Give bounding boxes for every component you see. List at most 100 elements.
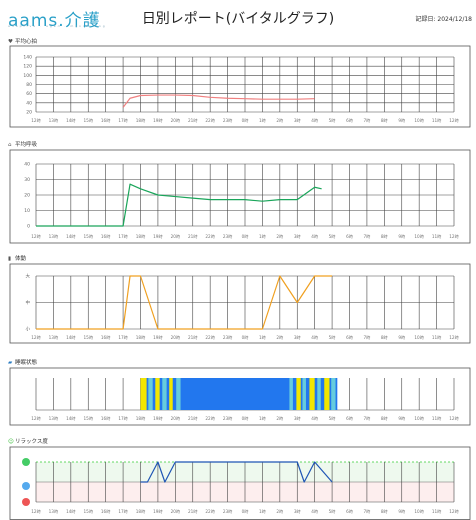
lungs-icon: ⌂ — [8, 142, 12, 148]
heart-y-tick: 100 — [23, 73, 32, 79]
sleep-x-tick: 2時 — [276, 416, 284, 421]
heart-x-tick: 19時 — [153, 118, 163, 123]
heart-x-tick: 21時 — [188, 118, 198, 123]
sleep-section-title: ▰ 睡眠状態 — [8, 360, 38, 366]
sleep-awake-stripe — [140, 378, 147, 410]
heart-x-tick: 6時 — [346, 118, 354, 123]
relax-normal-face-icon — [22, 482, 30, 490]
heart-y-tick: 40 — [26, 100, 32, 106]
sleep-awake-stripe — [296, 378, 301, 410]
sleep-x-tick: 1時 — [259, 416, 267, 421]
resp-x-tick: 12時 — [31, 234, 41, 239]
relax-x-tick: 21時 — [188, 509, 198, 514]
relax-x-tick: 7時 — [363, 509, 371, 514]
heart-x-tick: 0時 — [242, 118, 250, 123]
sleep-x-tick: 18時 — [136, 416, 146, 421]
heart-section-title: ♥ 平均心拍 — [8, 39, 38, 45]
relax-x-tick: 5時 — [329, 509, 337, 514]
move-y-tick: 大 — [26, 273, 31, 280]
move-x-tick: 2時 — [276, 335, 284, 340]
move-x-tick: 23時 — [223, 335, 233, 340]
move-x-tick: 19時 — [153, 335, 163, 340]
relax-x-tick: 8時 — [381, 509, 389, 514]
move-x-tick: 3時 — [294, 335, 302, 340]
resp-x-tick: 17時 — [118, 234, 128, 239]
resp-x-tick: 11時 — [432, 234, 442, 239]
report-header: aams.介護 adaptive · aged · monitoring 日別レ… — [0, 0, 476, 34]
record-date: 記録日: 2024/12/18 — [415, 16, 472, 23]
relax-x-tick: 22時 — [205, 509, 215, 514]
sleep-x-tick: 16時 — [101, 416, 111, 421]
move-x-tick: 8時 — [381, 335, 389, 340]
relax-x-tick: 14時 — [66, 509, 76, 514]
respiration-line — [36, 183, 322, 227]
resp-x-tick: 7時 — [363, 234, 371, 239]
heart-x-tick: 1時 — [259, 118, 267, 123]
heart-x-tick: 5時 — [329, 118, 337, 123]
movement-icon: ▮ — [8, 256, 12, 262]
move-x-tick: 11時 — [432, 335, 442, 340]
relax-x-tick: 23時 — [223, 509, 233, 514]
relax-bad-face-icon — [22, 498, 30, 506]
move-x-tick: 5時 — [329, 335, 337, 340]
sleep-light-stripe — [148, 378, 153, 410]
move-x-tick: 21時 — [188, 335, 198, 340]
heart-y-tick: 120 — [23, 64, 32, 70]
move-x-tick: 15時 — [83, 335, 93, 340]
sleep-x-tick: 20時 — [171, 416, 181, 421]
move-x-tick: 13時 — [49, 335, 59, 340]
heart-x-tick: 2時 — [276, 118, 284, 123]
move-x-tick: 9時 — [398, 335, 406, 340]
page-title: 日別レポート(バイタルグラフ) — [141, 11, 335, 27]
resp-y-tick: 20 — [24, 193, 30, 199]
resp-x-tick: 5時 — [329, 234, 337, 239]
move-x-tick: 6時 — [346, 335, 354, 340]
move-x-tick: 1時 — [259, 335, 267, 340]
move-x-tick: 20時 — [171, 335, 181, 340]
relax-x-tick: 4時 — [311, 509, 319, 514]
logo-tagline: adaptive · aged · monitoring — [8, 24, 107, 28]
sleep-x-tick: 4時 — [311, 416, 319, 421]
resp-x-tick: 20時 — [171, 234, 181, 239]
heart-x-tick: 15時 — [83, 118, 93, 123]
move-y-tick: 小 — [26, 326, 31, 333]
heart-x-tick: 11時 — [432, 118, 442, 123]
sleep-x-tick: 3時 — [294, 416, 302, 421]
resp-frame — [9, 149, 471, 244]
sleep-light-stripe — [331, 378, 336, 410]
heart-x-tick: 8時 — [381, 118, 389, 123]
relax-section-title: ☺リラックス度 — [8, 439, 48, 445]
sleep-x-tick: 21時 — [188, 416, 198, 421]
heart-y-tick: 140 — [23, 55, 32, 61]
sleep-x-tick: 0時 — [242, 416, 250, 421]
move-x-tick: 17時 — [118, 335, 128, 340]
relax-x-tick: 19時 — [153, 509, 163, 514]
resp-y-tick: 40 — [24, 162, 30, 168]
sleep-x-tick: 8時 — [381, 416, 389, 421]
move-x-tick: 7時 — [363, 335, 371, 340]
move-x-tick: 12時 — [449, 335, 459, 340]
heart-x-tick: 13時 — [49, 118, 59, 123]
aams-logo: aams.介護 — [8, 11, 101, 31]
sleep-light-stripe — [176, 378, 181, 410]
relax-x-tick: 20時 — [171, 509, 181, 514]
heart-y-tick: 60 — [26, 91, 32, 97]
heart-x-tick: 16時 — [101, 118, 111, 123]
sleep-icon: ▰ — [8, 360, 13, 366]
move-x-tick: 14時 — [66, 335, 76, 340]
resp-y-tick: 0 — [27, 224, 30, 230]
heart-y-tick: 80 — [26, 82, 32, 88]
move-x-tick: 22時 — [205, 335, 215, 340]
sleep-awake-stripe — [155, 378, 160, 410]
heart-x-tick: 12時 — [449, 118, 459, 123]
resp-x-tick: 2時 — [276, 234, 284, 239]
resp-x-tick: 21時 — [188, 234, 198, 239]
sleep-x-tick: 12時 — [31, 416, 41, 421]
resp-x-tick: 14時 — [66, 234, 76, 239]
relax-x-tick: 16時 — [101, 509, 111, 514]
resp-x-tick: 1時 — [259, 234, 267, 239]
relax-good-face-icon — [22, 458, 30, 466]
relax-x-tick: 13時 — [49, 509, 59, 514]
move-frame — [9, 263, 471, 344]
resp-x-tick: 15時 — [83, 234, 93, 239]
